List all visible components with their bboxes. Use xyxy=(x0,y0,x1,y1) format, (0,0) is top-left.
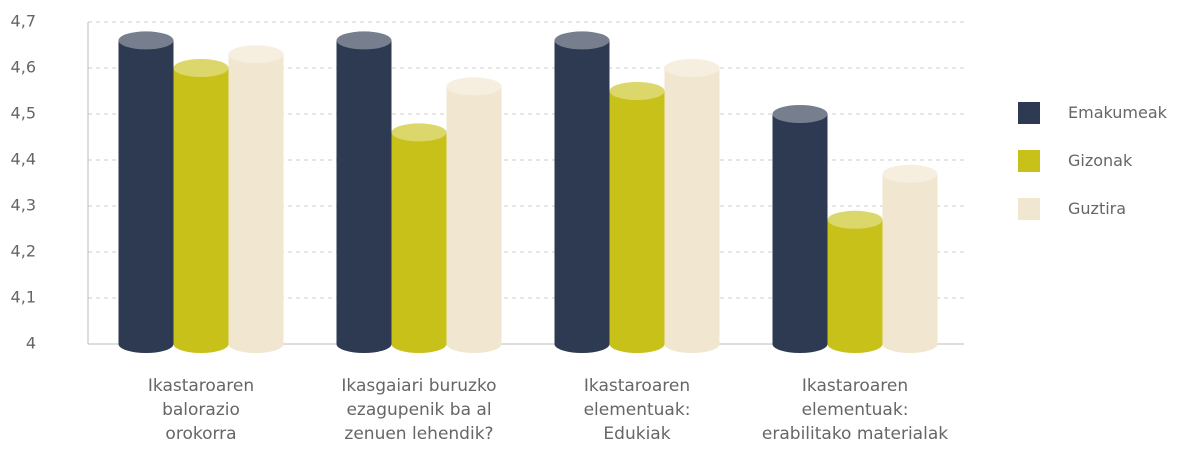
y-tick-label: 4,4 xyxy=(11,150,36,169)
legend-swatch xyxy=(1018,198,1040,220)
y-tick-label: 4,1 xyxy=(11,288,36,307)
bar xyxy=(228,54,284,344)
x-tick-label: Ikasgaiari buruzko ezagupenik ba al zenu… xyxy=(341,376,497,444)
cylinder-top xyxy=(609,82,665,100)
cylinder-top xyxy=(772,105,828,123)
legend-label: Emakumeak xyxy=(1068,103,1167,122)
cylinder-top xyxy=(118,31,174,50)
cylinder-top xyxy=(228,45,284,64)
legend-label: Gizonak xyxy=(1068,151,1133,170)
bar xyxy=(609,91,665,344)
cylinder-top xyxy=(391,123,447,142)
cylinder-top xyxy=(882,164,938,183)
cylinder-top xyxy=(827,210,883,229)
bar xyxy=(772,114,828,344)
bar xyxy=(882,173,938,344)
y-tick-label: 4,3 xyxy=(11,196,36,215)
bar xyxy=(554,40,610,345)
bar xyxy=(827,219,883,344)
cylinder-top xyxy=(446,77,502,96)
cylinder-top xyxy=(173,59,229,77)
x-tick-label: Ikastaroaren elementuak: Edukiak xyxy=(583,376,691,444)
cylinder-top xyxy=(554,31,610,50)
y-tick-label: 4,6 xyxy=(11,58,36,77)
legend-label: Guztira xyxy=(1068,199,1127,218)
y-tick-label: 4,2 xyxy=(11,242,36,261)
bar xyxy=(446,86,502,345)
x-tick-label: Ikastaroaren elementuak: erabilitako mat… xyxy=(761,376,949,444)
y-tick-label: 4,7 xyxy=(11,12,36,31)
bar xyxy=(664,68,720,344)
cylinder-top xyxy=(336,31,392,50)
y-tick-label: 4 xyxy=(26,334,36,353)
legend-swatch xyxy=(1018,150,1040,172)
y-tick-label: 4,5 xyxy=(11,104,36,123)
legend-swatch xyxy=(1018,102,1040,124)
bar xyxy=(173,68,229,344)
x-tick-label: Ikastaroaren balorazio orokorra xyxy=(147,376,255,444)
bar xyxy=(391,132,447,344)
cylinder-top xyxy=(664,59,720,77)
bar xyxy=(118,40,174,345)
bar xyxy=(336,40,392,345)
